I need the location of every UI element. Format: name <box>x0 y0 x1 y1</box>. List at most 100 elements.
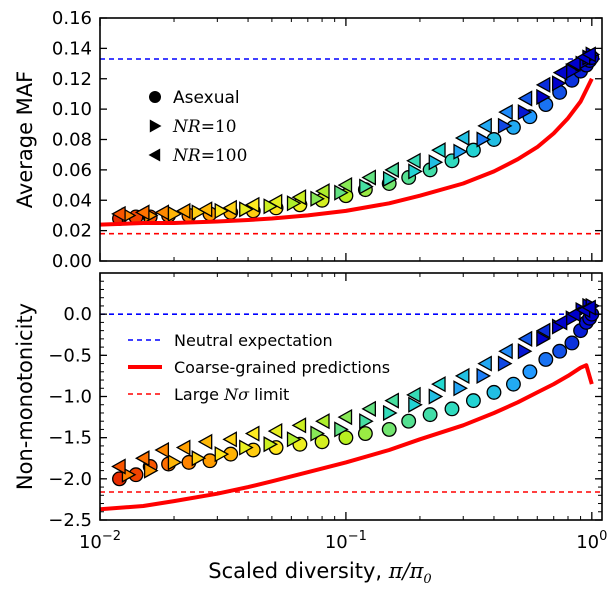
data-point-triangle-right <box>191 450 207 467</box>
data-point-triangle-left <box>384 161 399 178</box>
data-point-triangle-left <box>552 314 568 331</box>
data-point-triangle-left <box>384 392 399 409</box>
legend-label: Neutral expectation <box>174 331 333 350</box>
data-point-triangle-right <box>191 204 207 221</box>
data-point-circle <box>422 407 438 423</box>
data-point-triangle-left <box>244 425 260 442</box>
data-point-circle <box>564 335 580 351</box>
data-point-triangle-right <box>143 462 159 479</box>
data-point-triangle-right <box>536 330 551 347</box>
data-point-triangle-right <box>310 425 325 442</box>
x-tick-label: 10−2 <box>79 529 121 553</box>
data-point-triangle-left <box>454 129 470 147</box>
data-point-triangle-right <box>239 439 254 456</box>
data-point-triangle-right <box>382 404 398 422</box>
x-axis-label: Scaled diversity, π/π0 <box>208 559 431 587</box>
data-point-triangle-left <box>315 413 330 430</box>
y-tick-label: −2.5 <box>48 510 92 531</box>
data-point-triangle-right <box>497 117 513 134</box>
data-point-triangle-right <box>263 436 279 453</box>
y-tick-label: −0.5 <box>48 345 92 366</box>
y-tick-label: 0.06 <box>52 160 92 181</box>
data-point-triangle-right <box>476 367 492 385</box>
data-point-triangle-left <box>517 90 533 107</box>
data-point-triangle-right <box>286 195 302 212</box>
data-point-triangle-left <box>291 417 307 434</box>
data-point-triangle-left <box>154 441 170 459</box>
data-point-triangle-left <box>477 117 492 134</box>
x-tick-label: 10−1 <box>325 529 367 553</box>
data-point-triangle-right <box>167 454 183 471</box>
y-tick-label: 0.08 <box>52 130 92 151</box>
data-point-triangle-left <box>361 400 376 417</box>
coarse-grained-prediction-curve <box>100 77 594 227</box>
data-point-triangle-left <box>361 169 376 186</box>
data-point-triangle-right <box>239 201 254 218</box>
data-point-circle <box>522 364 538 380</box>
legend: Neutral expectation Coarse-grained predic… <box>128 331 390 404</box>
bottom-panel: −2.5 −2.0 −1.5 −1.0 −0.5 0.0 10−2 10−1 100 Non-mo… <box>13 272 607 553</box>
data-point-triangle-left <box>175 439 191 456</box>
y-axis-label: Average MAF <box>13 71 37 208</box>
data-point-triangle-left <box>267 422 283 440</box>
data-point-circle <box>552 343 568 359</box>
coarse-grained-prediction-curve <box>100 363 594 512</box>
data-point-triangle-left <box>535 322 551 339</box>
data-point-triangle-right <box>334 184 349 201</box>
data-point-circle <box>505 376 521 392</box>
y-tick-label: −2.0 <box>48 469 92 490</box>
y-tick-label: 0.00 <box>52 251 92 272</box>
data-point-triangle-left <box>154 204 170 221</box>
x-tick-label: 100 <box>576 529 607 553</box>
data-point-triangle-right <box>517 104 533 121</box>
data-point-triangle-left <box>517 330 533 347</box>
plot-area <box>100 297 602 512</box>
data-point-triangle-left <box>535 76 551 93</box>
data-point-triangle-left <box>431 376 446 393</box>
data-point-triangle-left <box>197 201 213 218</box>
data-point-triangle-right <box>359 178 374 195</box>
data-point-triangle-left <box>337 408 353 426</box>
data-point-triangle-right <box>453 143 468 160</box>
data-point-triangle-right <box>359 413 374 430</box>
data-point-triangle-left <box>581 299 596 316</box>
data-point-triangle-left <box>498 104 513 121</box>
legend-label: NR=100 <box>172 146 247 166</box>
legend-marker-triangle-left <box>148 148 161 162</box>
data-point-triangle-left <box>498 343 513 360</box>
y-tick-label: 0.04 <box>52 190 92 211</box>
data-point-triangle-left <box>134 450 150 467</box>
y-tick-label: 0.12 <box>52 69 92 90</box>
data-point-triangle-left <box>454 367 470 385</box>
y-tick-label: 0.10 <box>52 99 92 120</box>
data-point-triangle-left <box>552 64 568 81</box>
legend-label: NR=10 <box>172 117 237 137</box>
data-point-triangle-left <box>291 189 307 206</box>
data-point-triangle-right <box>214 202 230 219</box>
legend: Asexual NR=10 NR=100 <box>148 88 247 166</box>
data-point-circle <box>381 421 397 437</box>
data-point-triangle-left <box>111 458 126 475</box>
legend-marker-triangle-right <box>149 119 162 133</box>
data-point-triangle-left <box>477 355 492 372</box>
data-point-circle <box>465 393 481 409</box>
data-point-triangle-left <box>267 193 283 210</box>
data-point-triangle-left <box>175 202 191 219</box>
y-tick-label: −1.5 <box>48 428 92 449</box>
data-point-triangle-right <box>382 170 398 188</box>
data-point-circle <box>401 413 417 429</box>
data-point-triangle-left <box>406 386 421 403</box>
legend-label: Asexual <box>173 88 240 108</box>
data-point-triangle-left <box>337 176 353 194</box>
data-point-triangle-left <box>581 46 596 63</box>
data-point-triangle-right <box>428 154 444 171</box>
data-point-triangle-left <box>315 183 330 200</box>
data-point-triangle-right <box>536 88 551 106</box>
legend-marker-circle <box>149 91 161 103</box>
data-point-triangle-right <box>310 190 325 207</box>
y-tick-label: 0.02 <box>52 221 92 242</box>
plot-area <box>100 46 602 235</box>
data-point-triangle-left <box>244 196 260 213</box>
y-tick-label: 0.16 <box>52 8 92 29</box>
